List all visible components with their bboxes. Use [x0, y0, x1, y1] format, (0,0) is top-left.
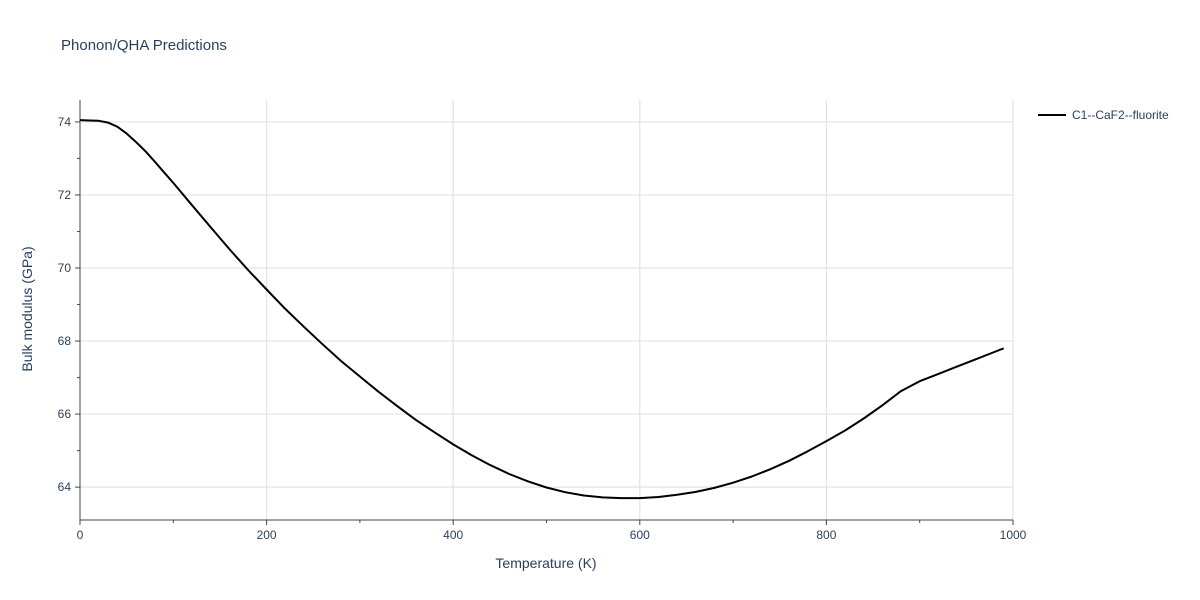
x-tick-label: 200: [257, 528, 277, 542]
series-line-c1-caf2-fluorite: [79, 119, 1005, 500]
series-layer: [79, 119, 1005, 500]
y-tick-label: 66: [58, 407, 72, 421]
axes: 0 200 400 600 800 1000 64 66 68 70 72 74: [58, 100, 1027, 542]
x-tick-label: 600: [630, 528, 650, 542]
chart-title: Phonon/QHA Predictions: [61, 37, 227, 54]
y-axis-title: Bulk modulus (GPa): [19, 246, 35, 371]
y-tick-label: 68: [58, 334, 72, 348]
x-tick-label: 1000: [1000, 528, 1027, 542]
y-tick-label: 70: [58, 261, 72, 275]
x-tick-label: 400: [443, 528, 463, 542]
y-tick-label: 64: [58, 480, 72, 494]
x-tick-label: 800: [816, 528, 836, 542]
x-tick-label: 0: [77, 528, 84, 542]
legend[interactable]: C1--CaF2--fluorite: [1038, 108, 1169, 122]
y-tick-label: 74: [58, 115, 72, 129]
legend-label-c1-caf2-fluorite: C1--CaF2--fluorite: [1072, 108, 1169, 122]
y-tick-label: 72: [58, 188, 72, 202]
x-axis-title: Temperature (K): [495, 555, 596, 571]
grid: [80, 100, 1014, 520]
